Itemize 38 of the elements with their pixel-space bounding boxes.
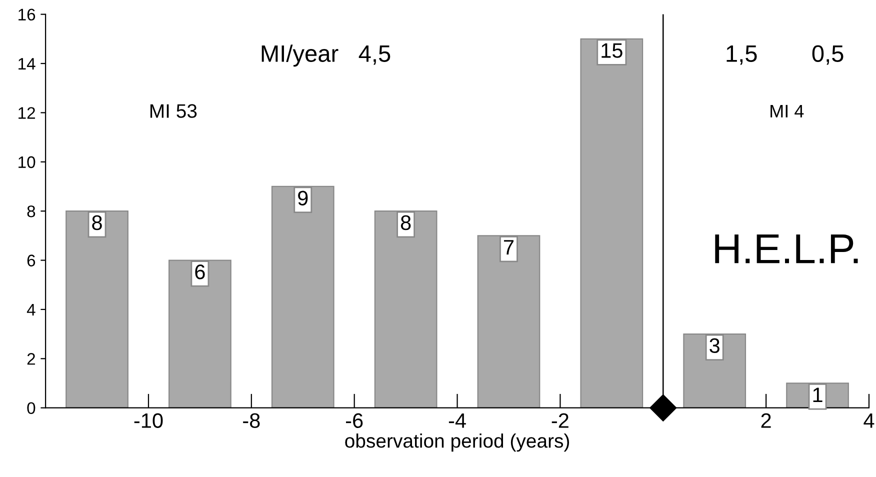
bar <box>477 235 540 408</box>
data-label: 8 <box>400 215 411 230</box>
y-tick-label: 14 <box>18 58 36 70</box>
data-label: 1 <box>813 388 822 402</box>
bar <box>580 38 644 408</box>
x-tick-label: 2 <box>761 413 771 428</box>
y-tick-label: 6 <box>27 254 36 266</box>
annotation: MI 53 <box>150 104 197 118</box>
y-tick-label: 2 <box>27 353 35 365</box>
y-tick-label: 12 <box>18 107 35 119</box>
x-tick-label: -6 <box>346 413 363 428</box>
data-label: 15 <box>602 43 622 58</box>
x-tick-label: -4 <box>448 413 466 428</box>
data-label: 6 <box>195 264 205 280</box>
y-tick-label: 16 <box>18 8 36 21</box>
data-label: 8 <box>92 215 102 230</box>
bar <box>271 186 334 408</box>
bar <box>374 210 438 408</box>
annotation: 0,5 <box>812 45 844 65</box>
x-tick-label: 4 <box>864 413 874 428</box>
data-label: 7 <box>504 240 514 254</box>
annotation: MI/year 4,5 <box>262 44 390 67</box>
x-tick-label: -10 <box>134 413 163 428</box>
x-tick-label: -8 <box>243 413 260 428</box>
y-tick-label: 0 <box>27 402 36 414</box>
y-tick-label: 10 <box>18 156 36 168</box>
bar <box>168 260 232 408</box>
x-tick-label: -2 <box>552 413 568 428</box>
annotation: MI 4 <box>770 104 804 118</box>
bar <box>683 333 746 408</box>
data-label: 9 <box>298 190 308 206</box>
bar <box>66 210 128 408</box>
y-tick-label: 8 <box>27 205 36 218</box>
y-tick-label: 4 <box>26 304 36 316</box>
x-axis-title: observation period (years) <box>345 434 570 452</box>
annotation: 1,5 <box>726 45 757 65</box>
annotation: H.E.L.P. <box>715 234 858 264</box>
data-label: 3 <box>710 338 720 354</box>
